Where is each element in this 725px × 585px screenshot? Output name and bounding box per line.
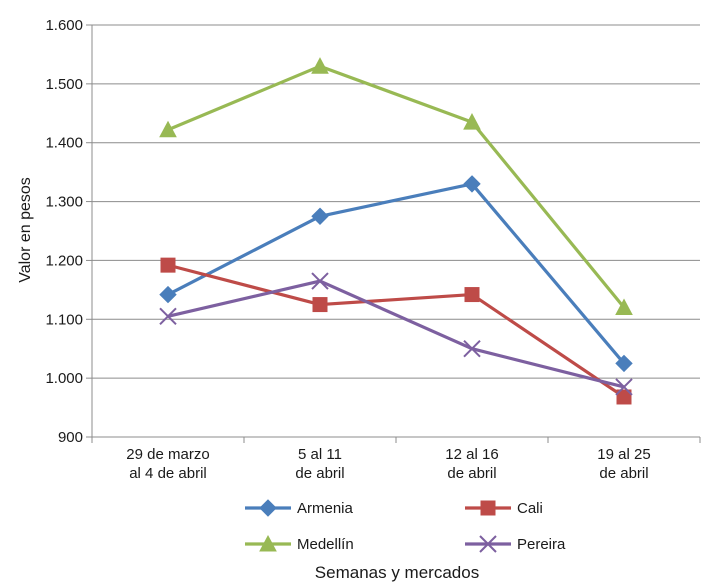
series-group [159, 57, 633, 405]
data-point-x [159, 307, 177, 326]
legend-label: Medellín [297, 536, 354, 553]
data-point-x [463, 340, 481, 358]
data-point-x-stroke [159, 307, 177, 326]
data-point-x-stroke [463, 340, 481, 358]
legend-item: Cali [465, 500, 543, 517]
y-tick-label: 1.600 [45, 17, 83, 34]
data-point-triangle [615, 298, 633, 316]
series-line [167, 64, 626, 309]
series-pereira [159, 272, 633, 396]
x-axis-title: Semanas y mercados [315, 563, 479, 582]
series-armenia [159, 175, 633, 373]
series-line [167, 263, 625, 399]
data-point-square [160, 257, 176, 273]
y-tick-label: 1.000 [45, 370, 83, 387]
data-point-triangle [259, 534, 277, 552]
data-point-triangle [463, 113, 481, 130]
data-point-diamond [463, 175, 481, 193]
legend-label: Armenia [297, 500, 354, 517]
series-cali [160, 257, 632, 405]
data-point-diamond [259, 499, 277, 517]
legend-item: Medellín [245, 534, 354, 553]
data-point-square [312, 297, 328, 313]
data-point-x [479, 535, 497, 553]
y-tick-label: 1.100 [45, 311, 83, 328]
legend-item: Armenia [245, 499, 354, 517]
y-tick-label: 1.200 [45, 252, 83, 269]
data-point-x-stroke [479, 535, 497, 553]
data-point-triangle [159, 120, 177, 138]
y-tick-label: 900 [58, 429, 83, 446]
data-point-diamond [159, 285, 177, 304]
data-point-triangle [311, 57, 329, 74]
data-point-diamond [615, 354, 633, 373]
legend-label: Pereira [517, 536, 566, 553]
data-point-x-stroke [311, 272, 329, 290]
series-line [167, 279, 625, 389]
x-tick-label: 5 al 11 de abril [295, 446, 344, 482]
x-tick-labels: 29 de marzo al 4 de abril 5 al 11 de abril 1… [126, 446, 650, 482]
x-tick-label: 12 al 16 de abril [445, 446, 498, 482]
y-tick-label: 1.400 [45, 135, 83, 152]
y-tick-label: 1.300 [45, 194, 83, 211]
axes [86, 24, 701, 443]
data-point-x [615, 378, 633, 396]
data-point-square [464, 287, 480, 303]
data-point-square [480, 500, 496, 516]
legend-label: Cali [517, 500, 543, 517]
y-tick-labels: 900 1.000 1.100 1.200 1.300 1.400 1.500 1.600 [45, 17, 83, 446]
x-tick-label: 29 de marzo al 4 de abril [126, 446, 209, 482]
data-point-diamond [311, 207, 329, 225]
y-tick-label: 1.500 [45, 76, 83, 93]
data-point-x-stroke [615, 378, 633, 396]
y-axis-title: Valor en pesos [17, 177, 34, 283]
series-line [167, 182, 626, 365]
data-point-x [311, 272, 329, 290]
gridlines [92, 24, 700, 379]
legend: Armenia Cali Medellín Pereira [245, 499, 566, 553]
legend-item: Pereira [465, 535, 566, 553]
data-point-square [616, 389, 632, 405]
series-medelln [159, 57, 633, 316]
x-tick-label: 19 al 25 de abril [597, 446, 650, 482]
